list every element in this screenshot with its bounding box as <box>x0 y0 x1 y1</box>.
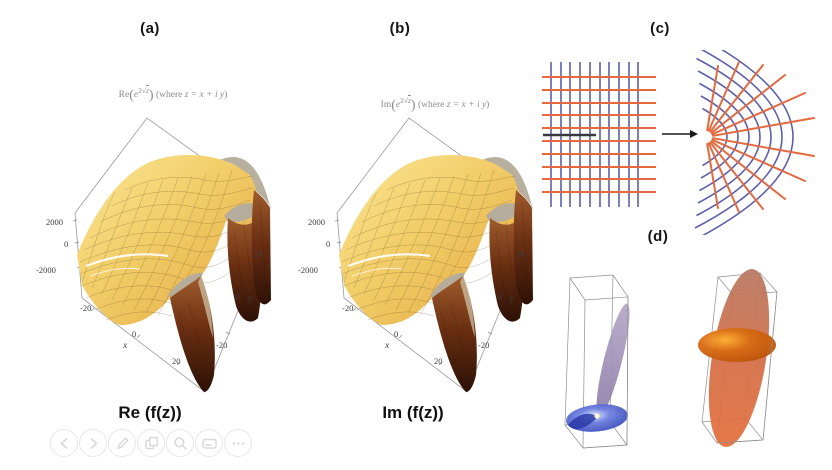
purple-petal-surface <box>596 303 630 417</box>
slides-grid-icon <box>138 430 165 457</box>
surface-plot-b: Im(e2√z) (where z = x + i y) 2000 0 -200… <box>282 70 564 410</box>
y-tick: 20 <box>254 249 263 259</box>
presenter-toolbar <box>50 429 252 457</box>
left-box-front-edges <box>582 296 629 449</box>
pen-tools-button[interactable] <box>108 429 136 457</box>
next-slide-button[interactable] <box>79 429 107 457</box>
x-tick: 0 <box>132 329 137 339</box>
pen-icon <box>109 430 136 457</box>
focus-hole <box>701 132 711 142</box>
z-tick: 0 <box>64 239 69 249</box>
y-tick: 20 <box>516 249 525 259</box>
plot-title-b: Im(e2√z) (where z = x + i y) <box>380 96 490 114</box>
mapped-orange-rays <box>706 61 815 213</box>
previous-slide-button[interactable] <box>50 429 78 457</box>
y-axis-label: y <box>248 294 253 304</box>
x-axis-label: x <box>123 341 128 351</box>
zoom-slide-button[interactable] <box>166 429 194 457</box>
z-tick: -2000 <box>36 265 56 275</box>
conformal-map-diagram <box>542 50 815 235</box>
orange-disc-surface <box>698 328 776 362</box>
x-tick: 20 <box>434 356 443 366</box>
ellipsis-icon <box>225 430 252 457</box>
panel-label-a: (a) <box>140 20 160 37</box>
magnifier-icon <box>167 430 194 457</box>
x-tick: -20 <box>342 303 354 313</box>
right-arrow-icon <box>662 130 698 138</box>
surface-plot-a-canvas <box>71 116 273 394</box>
toggle-subtitles-button[interactable] <box>195 429 223 457</box>
x-tick: -20 <box>80 303 92 313</box>
z-tick: -2000 <box>298 265 318 275</box>
y-tick: 0 <box>235 292 240 302</box>
right-box-front-edges <box>716 291 778 444</box>
caption-a: Re (f(z)) <box>118 403 182 422</box>
z-tick: 0 <box>326 239 331 249</box>
bright-center-spot <box>594 413 600 419</box>
y-axis-label: y <box>510 294 515 304</box>
grid-horizontal-lines <box>542 76 656 193</box>
z-tick: 2000 <box>308 217 325 227</box>
y-tick: 0 <box>497 292 502 302</box>
z-tick: 2000 <box>46 217 63 227</box>
see-all-slides-button[interactable] <box>137 429 165 457</box>
chevron-right-icon <box>80 430 107 457</box>
y-tick: -20 <box>216 340 228 350</box>
panel-label-c: (c) <box>650 20 670 37</box>
y-tick: -20 <box>478 340 490 350</box>
more-options-button[interactable] <box>224 429 252 457</box>
captions-icon <box>196 430 223 457</box>
blue-fold <box>568 413 598 430</box>
x-tick: 20 <box>172 356 181 366</box>
caption-b: Im (f(z)) <box>382 403 444 422</box>
riemann-surface-scene <box>564 269 778 449</box>
plot-title-a: Re(e2√z) (where z = x + i y) <box>118 86 228 104</box>
panel-label-b: (b) <box>389 20 411 37</box>
panel-label-d: (d) <box>647 228 669 245</box>
chevron-left-icon <box>51 430 78 457</box>
surface-plot-a: Re(e2√z) (where z = x + i y) 2000 0 -200… <box>20 70 302 410</box>
x-axis-label: x <box>385 341 390 351</box>
x-tick: 0 <box>394 329 399 339</box>
